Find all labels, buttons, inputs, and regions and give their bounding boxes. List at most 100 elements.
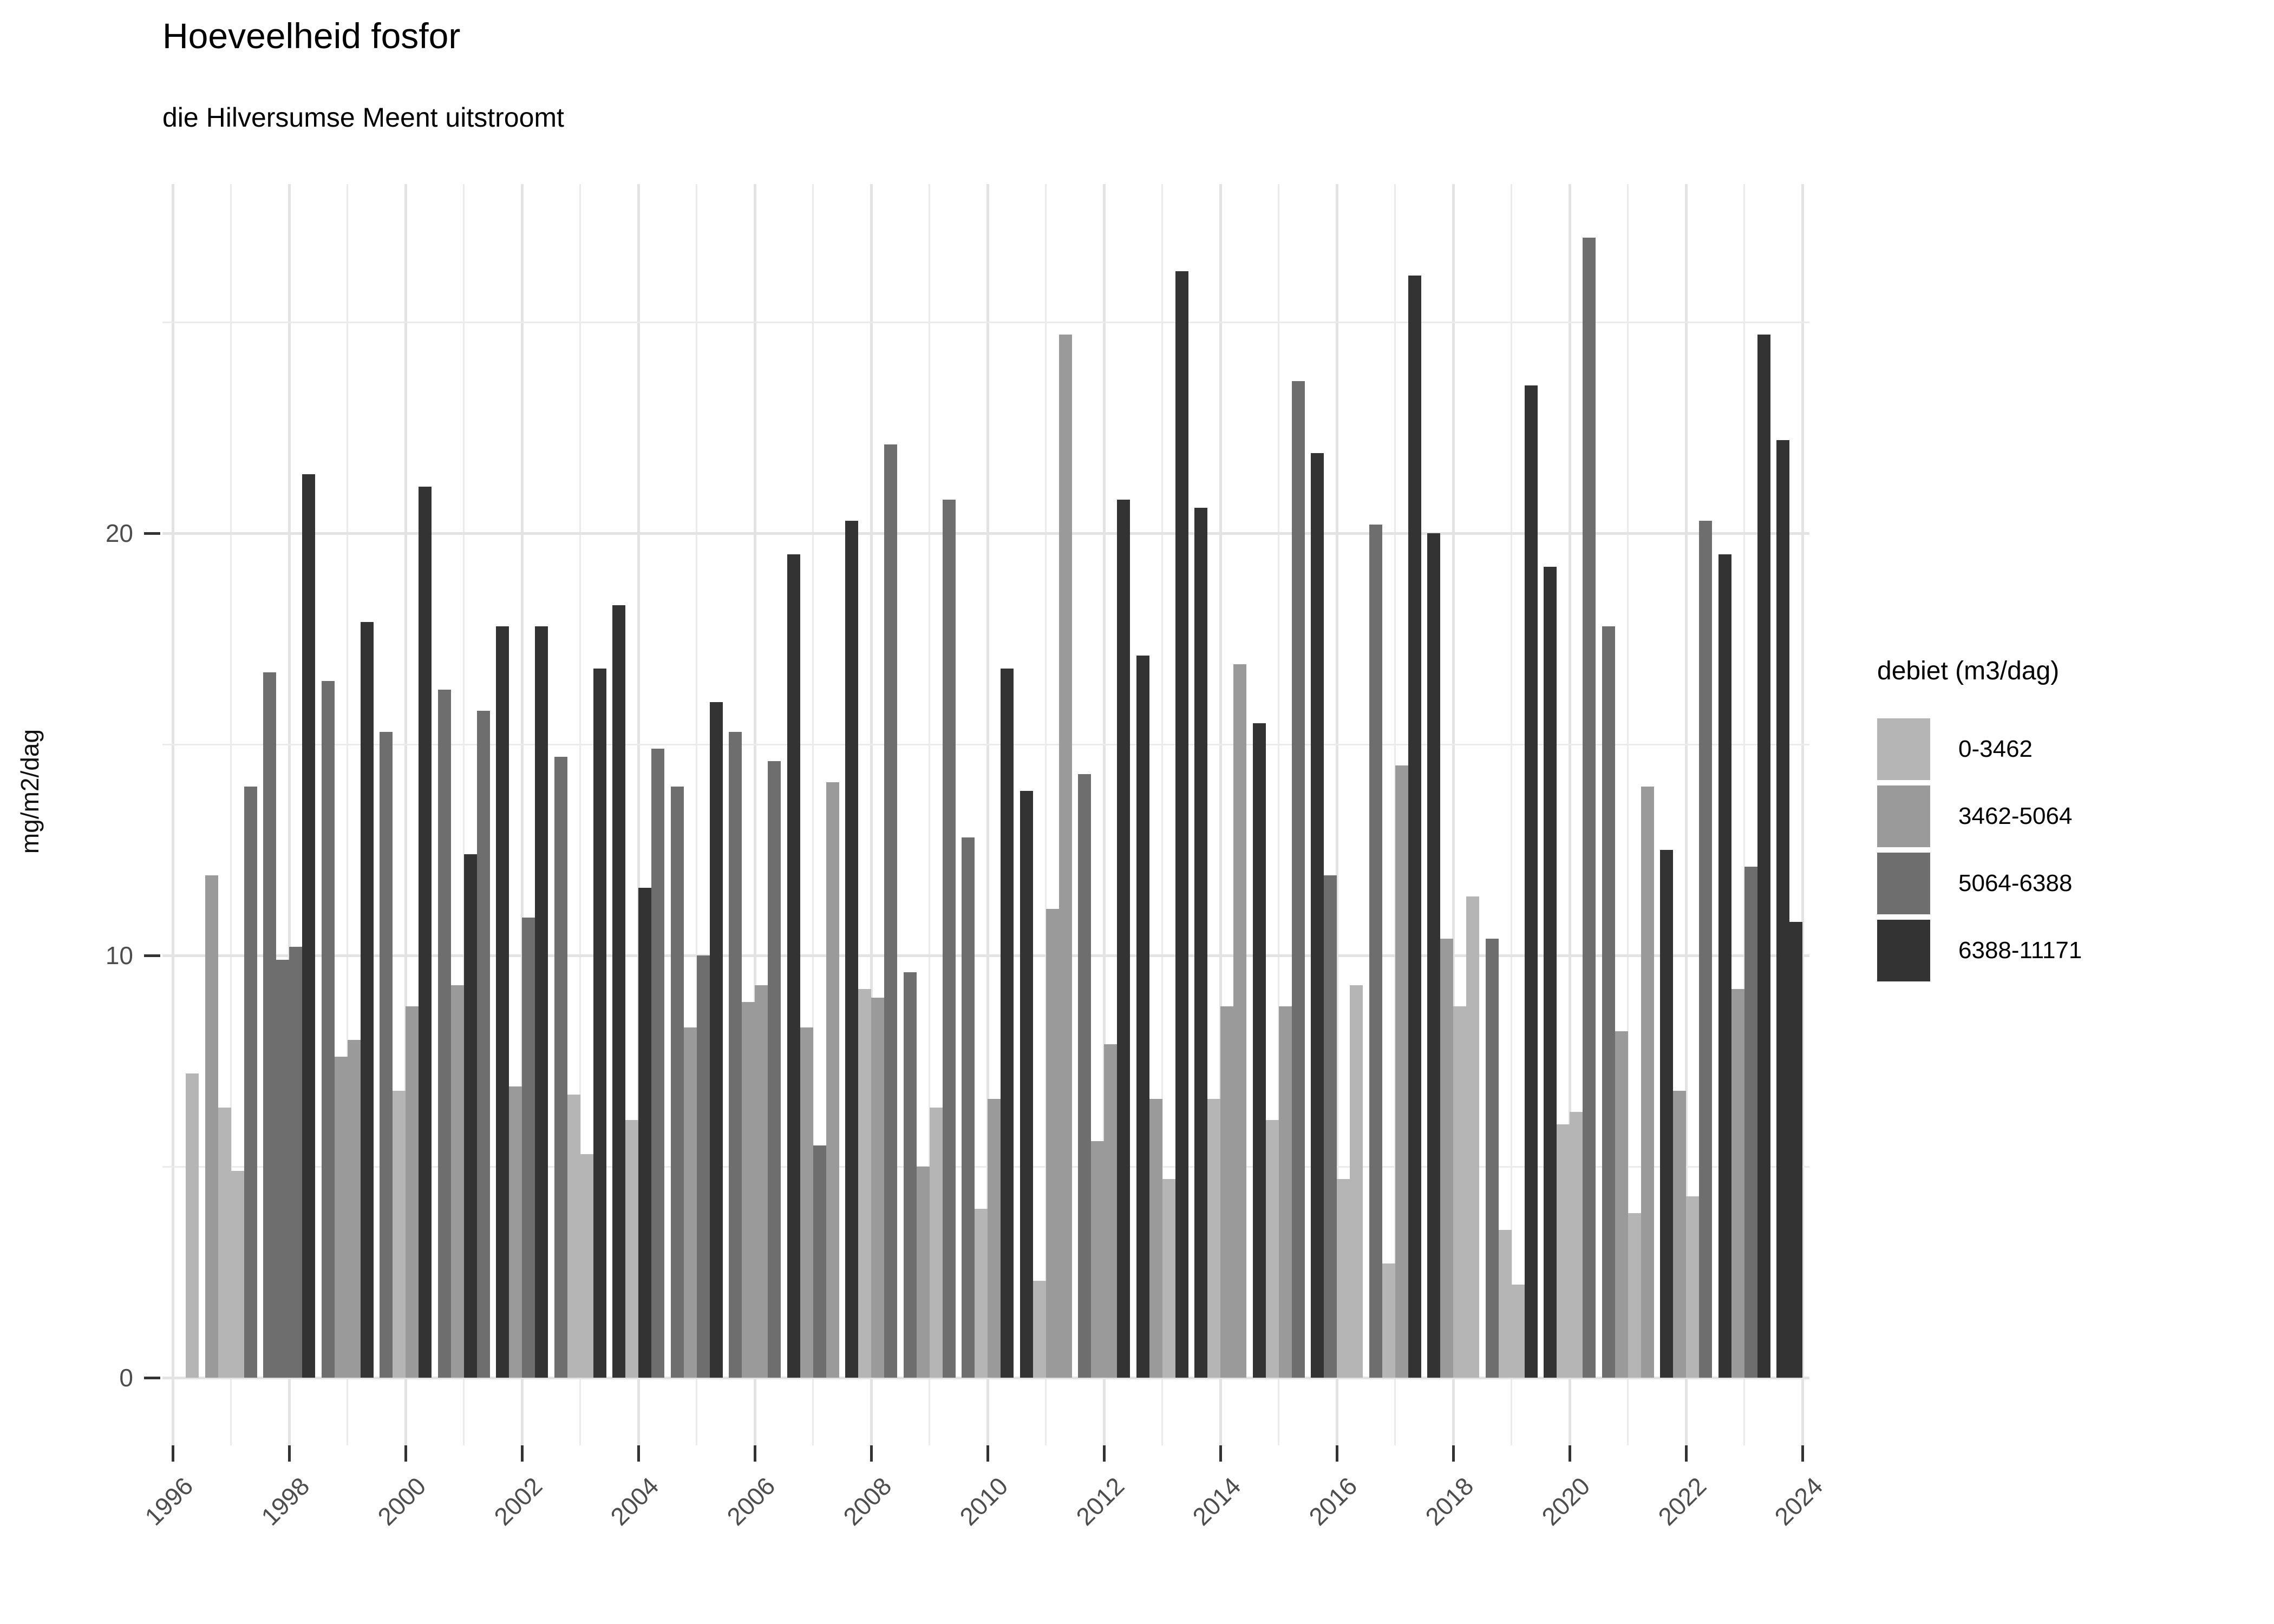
- legend-item: 5064-6388: [1877, 853, 2072, 914]
- gridline-x-major: [171, 184, 174, 1445]
- bar: [1078, 774, 1091, 1378]
- plot-panel: [162, 184, 1809, 1445]
- gridline-x-minor: [1627, 184, 1629, 1445]
- gridline-x-major: [986, 184, 989, 1445]
- bar: [1789, 921, 1802, 1378]
- gridline-x-major: [1568, 184, 1571, 1445]
- gridline-x-minor: [1511, 184, 1512, 1445]
- gridline-y-minor: [162, 321, 1809, 323]
- bar: [1045, 909, 1059, 1378]
- gridline-x-minor: [347, 184, 348, 1445]
- bar: [1453, 1006, 1466, 1378]
- gridline-x-major: [870, 184, 873, 1445]
- bar: [593, 668, 606, 1378]
- y-tick-label: 20: [105, 519, 133, 547]
- bar: [1583, 238, 1596, 1378]
- bar: [826, 782, 839, 1378]
- bar: [1001, 668, 1014, 1378]
- bar: [1408, 276, 1421, 1378]
- gridline-x-minor: [1278, 184, 1279, 1445]
- gridline-x-minor: [579, 184, 581, 1445]
- legend-label: 6388-11171: [1958, 937, 2082, 964]
- bar: [1498, 1230, 1512, 1378]
- y-tick-label: 0: [119, 1364, 133, 1392]
- bar: [1395, 765, 1408, 1378]
- bar: [1020, 790, 1033, 1378]
- bar: [1731, 989, 1744, 1378]
- bar: [1440, 938, 1453, 1378]
- bar: [1757, 335, 1770, 1378]
- bar: [1466, 896, 1479, 1378]
- legend: debiet (m3/dag) 0-3462 3462-5064 5064-6388…: [1877, 656, 2082, 987]
- bar: [1033, 1280, 1046, 1378]
- gridline-x-major: [1335, 184, 1338, 1445]
- bar: [1660, 850, 1673, 1378]
- bar: [612, 605, 625, 1378]
- bar: [1602, 626, 1615, 1378]
- legend-title: debiet (m3/dag): [1877, 657, 2060, 685]
- bar: [231, 1170, 244, 1378]
- gridline-y-major: [162, 532, 1809, 535]
- bar: [263, 672, 276, 1378]
- bar: [1311, 453, 1324, 1378]
- bar: [1570, 1111, 1583, 1378]
- gridline-x-minor: [812, 184, 814, 1445]
- bar: [1162, 1179, 1175, 1378]
- bar: [1278, 1006, 1292, 1378]
- legend-label: 5064-6388: [1958, 870, 2073, 896]
- bar: [858, 989, 871, 1378]
- bar: [321, 681, 335, 1378]
- gridline-x-major: [287, 184, 291, 1445]
- bar: [567, 1095, 580, 1378]
- bar: [1194, 508, 1207, 1378]
- gridline-x-major: [1684, 184, 1688, 1445]
- bar: [437, 689, 451, 1378]
- bar: [380, 731, 393, 1378]
- bar: [625, 1120, 638, 1378]
- bar: [884, 444, 897, 1378]
- x-tick-mark: [637, 1445, 640, 1462]
- bar: [406, 1006, 419, 1378]
- gridline-x-minor: [696, 184, 697, 1445]
- x-tick-mark: [1219, 1445, 1222, 1462]
- bar: [1175, 271, 1188, 1378]
- bar: [1524, 385, 1538, 1378]
- gridline-x-major: [404, 184, 407, 1445]
- bar: [1744, 867, 1757, 1378]
- bar: [1427, 533, 1440, 1378]
- bar: [393, 1090, 406, 1378]
- gridline-x-minor: [929, 184, 930, 1445]
- x-tick-mark: [1335, 1445, 1338, 1462]
- bar: [1557, 1124, 1570, 1378]
- bar: [696, 955, 710, 1378]
- gridline-y-major: [162, 1376, 1809, 1379]
- bar: [929, 1107, 943, 1378]
- x-tick-mark: [404, 1445, 407, 1462]
- bar: [813, 1145, 826, 1378]
- bar: [580, 1154, 593, 1378]
- bar: [450, 985, 464, 1378]
- x-tick-mark: [1452, 1445, 1455, 1462]
- bar: [962, 837, 975, 1378]
- bar: [768, 761, 781, 1378]
- bar: [1058, 335, 1072, 1378]
- gridline-x-minor: [1161, 184, 1163, 1445]
- gridline-x-minor: [1045, 184, 1047, 1445]
- x-tick-mark: [870, 1445, 873, 1462]
- x-tick-mark: [986, 1445, 989, 1462]
- gridline-x-major: [753, 184, 756, 1445]
- gridline-x-minor: [1743, 184, 1745, 1445]
- bar: [535, 626, 548, 1378]
- bar: [1776, 440, 1789, 1378]
- bar: [709, 702, 723, 1378]
- bar: [1673, 1090, 1686, 1378]
- bar: [419, 487, 432, 1378]
- bar: [1511, 1285, 1525, 1378]
- bar: [1641, 787, 1654, 1378]
- bar: [476, 710, 490, 1378]
- y-tick-label: 10: [105, 941, 133, 970]
- gridline-x-major: [1102, 184, 1106, 1445]
- gridline-x-major: [520, 184, 524, 1445]
- bar: [1485, 938, 1499, 1378]
- y-tick-mark: [144, 532, 160, 535]
